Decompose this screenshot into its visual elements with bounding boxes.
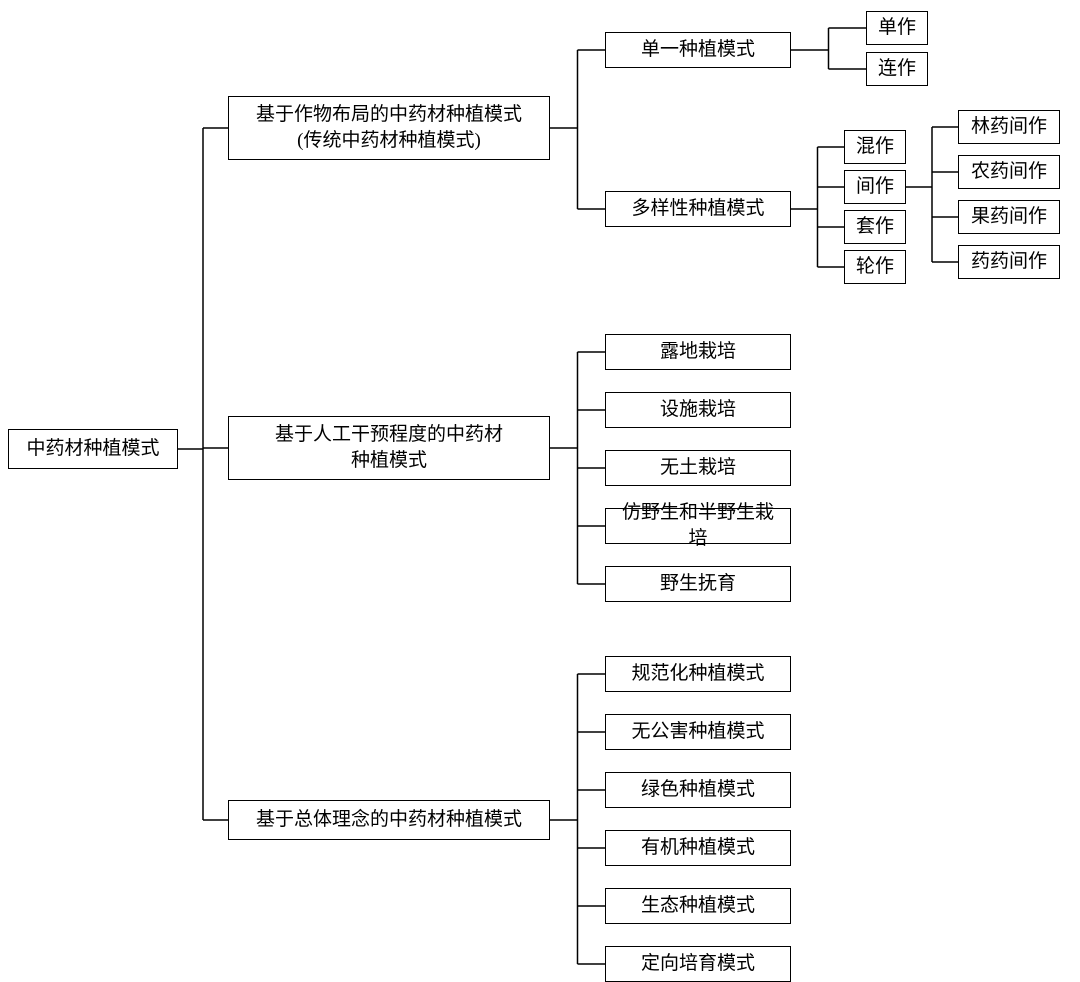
node-green: 绿色种植模式 xyxy=(605,772,791,808)
node-crop-layout: 基于作物布局的中药材种植模式(传统中药材种植模式) xyxy=(228,96,550,160)
node-diverse-planting: 多样性种植模式 xyxy=(605,191,791,227)
node-agri-herb: 农药间作 xyxy=(958,155,1060,189)
node-facility: 设施栽培 xyxy=(605,392,791,428)
node-relay-crop: 套作 xyxy=(844,210,906,244)
node-pollution-free: 无公害种植模式 xyxy=(605,714,791,750)
node-monocrop: 单作 xyxy=(866,11,928,45)
node-overall-concept: 基于总体理念的中药材种植模式 xyxy=(228,800,550,840)
node-organic: 有机种植模式 xyxy=(605,830,791,866)
node-rotation-crop: 轮作 xyxy=(844,250,906,284)
node-forest-herb: 林药间作 xyxy=(958,110,1060,144)
node-root: 中药材种植模式 xyxy=(8,429,178,469)
node-directed: 定向培育模式 xyxy=(605,946,791,982)
node-standard: 规范化种植模式 xyxy=(605,656,791,692)
node-herb-herb: 药药间作 xyxy=(958,245,1060,279)
node-semi-wild: 仿野生和半野生栽培 xyxy=(605,508,791,544)
node-ecological: 生态种植模式 xyxy=(605,888,791,924)
node-single-planting: 单一种植模式 xyxy=(605,32,791,68)
node-continuous-crop: 连作 xyxy=(866,52,928,86)
node-intervention: 基于人工干预程度的中药材种植模式 xyxy=(228,416,550,480)
node-intercrop: 间作 xyxy=(844,170,906,204)
node-soilless: 无土栽培 xyxy=(605,450,791,486)
node-fruit-herb: 果药间作 xyxy=(958,200,1060,234)
node-wild-tending: 野生抚育 xyxy=(605,566,791,602)
node-mixed-crop: 混作 xyxy=(844,130,906,164)
node-open-field: 露地栽培 xyxy=(605,334,791,370)
